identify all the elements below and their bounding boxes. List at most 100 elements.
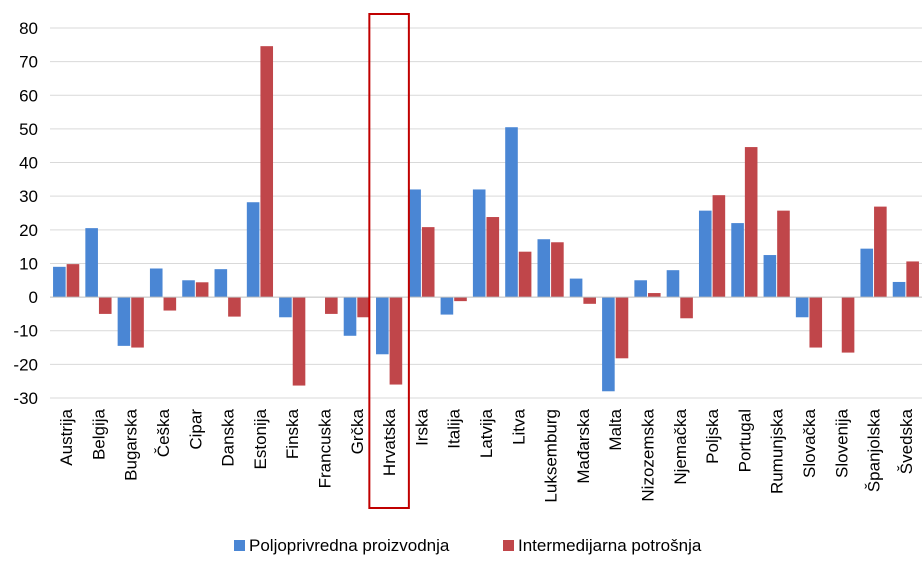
bar-proizvodnja <box>569 278 583 298</box>
bar-proizvodnja <box>472 189 486 298</box>
bar-potrosnja <box>163 297 177 311</box>
bar-proizvodnja <box>53 266 66 298</box>
x-axis-tick-labels: Austrija Belgija Bugarska Češka Cipar Danska E… <box>57 408 916 502</box>
y-tick-label: 80 <box>19 19 38 38</box>
x-tick-label: Estonija <box>251 408 270 469</box>
bar-potrosnja <box>98 297 112 314</box>
bar-potrosnja <box>874 206 887 298</box>
x-tick-label: Češka <box>154 408 173 457</box>
x-tick-label: Poljska <box>703 408 722 463</box>
bar-potrosnja <box>841 297 855 353</box>
legend: Poljoprivredna proizvodnja Intermedijarna… <box>234 536 702 555</box>
bar-proizvodnja <box>763 255 777 298</box>
x-tick-label: Grčka <box>348 408 367 454</box>
y-tick-label: -10 <box>13 322 38 341</box>
bar-potrosnja <box>389 297 403 385</box>
bar-proizvodnja <box>214 269 228 298</box>
x-tick-label: Nizozemska <box>638 408 657 501</box>
bar-proizvodnja <box>343 297 357 336</box>
bars <box>53 46 919 392</box>
bar-proizvodnja <box>634 280 647 298</box>
legend-label: Intermedijarna potrošnja <box>518 536 702 555</box>
bar-potrosnja <box>325 297 338 314</box>
bar-potrosnja <box>551 242 564 298</box>
x-tick-label: Mađarska <box>574 408 593 483</box>
bar-proizvodnja <box>85 228 98 298</box>
bar-proizvodnja <box>892 281 906 298</box>
bar-proizvodnja <box>440 297 454 315</box>
x-tick-label: Francuska <box>316 408 335 488</box>
x-tick-label: Slovačka <box>800 408 819 478</box>
bar-potrosnja <box>712 195 726 298</box>
bar-potrosnja <box>809 297 823 348</box>
y-tick-label: -20 <box>13 355 38 374</box>
highlight-box <box>368 13 410 509</box>
legend-swatch <box>234 540 245 551</box>
bar-potrosnja <box>744 147 758 298</box>
x-tick-label: Hrvatska <box>380 408 399 476</box>
y-tick-label: 40 <box>19 154 38 173</box>
y-tick-label: 50 <box>19 120 38 139</box>
y-axis-tick-labels: -30 -20 -10 0 10 20 30 40 50 60 70 80 <box>13 19 38 408</box>
bar-potrosnja <box>906 261 919 298</box>
bar-proizvodnja <box>860 248 874 298</box>
y-tick-label: 70 <box>19 53 38 72</box>
bar-potrosnja <box>647 293 661 298</box>
bar-proizvodnja <box>731 223 744 298</box>
x-tick-label: Malta <box>606 408 625 450</box>
bar-potrosnja <box>486 217 500 298</box>
y-tick-label: 30 <box>19 187 38 206</box>
x-tick-label: Italija <box>445 408 464 448</box>
bar-potrosnja <box>518 251 532 298</box>
bar-proizvodnja <box>505 127 518 298</box>
bar-potrosnja <box>66 264 80 298</box>
x-tick-label: Portugal <box>735 409 754 472</box>
y-tick-label: 20 <box>19 221 38 240</box>
x-tick-label: Cipar <box>186 409 205 450</box>
x-tick-label: Irska <box>412 408 431 445</box>
x-tick-label: Finska <box>283 408 302 459</box>
x-tick-label: Belgija <box>89 408 108 460</box>
x-tick-label: Danska <box>219 408 238 466</box>
x-tick-label: Njemačka <box>671 408 690 484</box>
bar-proizvodnja <box>666 270 680 298</box>
bar-potrosnja <box>195 282 209 298</box>
x-tick-label: Latvija <box>477 408 496 458</box>
bar-potrosnja <box>615 297 629 359</box>
bar-potrosnja <box>357 297 370 318</box>
bar-potrosnja <box>131 297 144 348</box>
bar-proizvodnja <box>149 268 163 298</box>
bar-proizvodnja <box>117 297 131 346</box>
x-tick-label: Španjolska <box>865 408 884 492</box>
bar-proizvodnja <box>537 239 551 298</box>
bar-potrosnja <box>680 297 693 319</box>
bar-proizvodnja <box>602 297 615 392</box>
legend-swatch <box>503 540 514 551</box>
legend-label: Poljoprivredna proizvodnja <box>249 536 450 555</box>
bar-proizvodnja <box>246 202 260 298</box>
x-tick-label: Litva <box>509 408 528 444</box>
bar-potrosnja <box>228 297 241 317</box>
bar-potrosnja <box>421 227 435 298</box>
x-tick-label: Austrija <box>57 408 76 465</box>
y-tick-label: 0 <box>29 288 38 307</box>
y-tick-label: 60 <box>19 86 38 105</box>
bar-proizvodnja <box>795 297 809 318</box>
bar-proizvodnja <box>279 297 292 318</box>
gridlines <box>50 27 922 399</box>
bar-proizvodnja <box>408 189 421 298</box>
x-tick-label: Slovenija <box>832 408 851 478</box>
x-tick-label: Rumunjska <box>768 408 787 494</box>
bar-proizvodnja <box>182 280 195 298</box>
bar-potrosnja <box>454 297 467 302</box>
x-tick-label: Luksemburg <box>542 409 561 503</box>
bar-potrosnja <box>260 46 274 298</box>
y-tick-label: 10 <box>19 254 38 273</box>
bar-proizvodnja <box>698 210 712 298</box>
x-tick-label: Švedska <box>897 408 916 474</box>
bar-proizvodnja <box>376 297 389 355</box>
y-tick-label: -30 <box>13 389 38 408</box>
bar-potrosnja <box>777 210 790 298</box>
bar-potrosnja <box>583 297 596 304</box>
